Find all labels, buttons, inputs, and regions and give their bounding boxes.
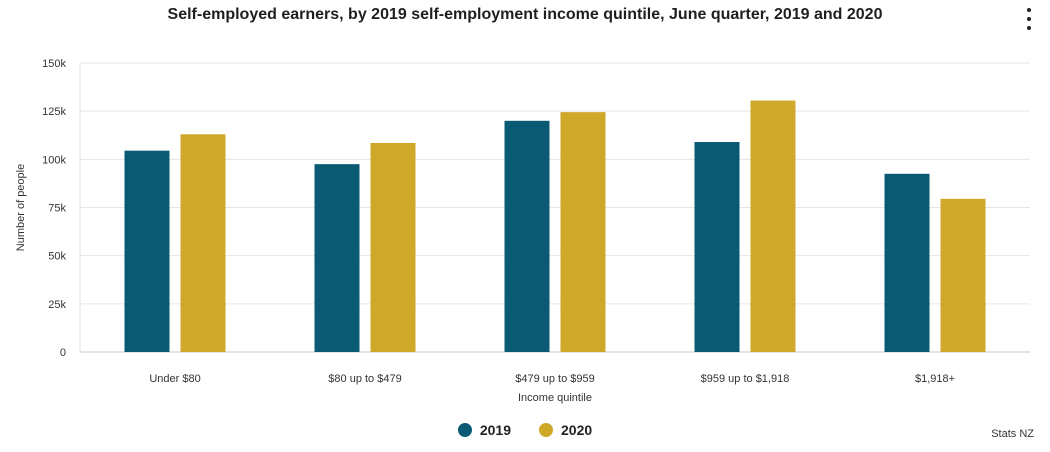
chart-menu-icon[interactable] [1024,8,1034,30]
y-tick-label: 0 [60,347,66,359]
x-tick-label: $959 up to $1,918 [701,373,790,385]
legend-item-series-0[interactable]: 2019 [457,422,511,438]
x-tick-label: Under $80 [149,373,200,385]
legend-item-series-1[interactable]: 2020 [539,422,592,438]
bar-2019-4 [884,173,930,352]
y-tick-label: 150k [42,58,66,70]
bar-2019-3 [694,141,740,352]
source-credit: Stats NZ [991,428,1034,440]
legend-swatch-series-0 [457,423,472,437]
bar-2020-0 [180,134,226,352]
y-tick-label: 75k [48,203,66,215]
bar-2020-3 [750,100,796,352]
bar-2019-2 [504,120,550,352]
y-tick-label: 25k [48,299,66,311]
x-tick-label: $1,918+ [915,373,955,385]
y-tick-label: 100k [42,154,66,166]
bar-2019-1 [314,164,360,352]
legend-swatch-series-1 [539,423,553,437]
bar-2020-2 [560,112,606,352]
legend-label-series-1: 2020 [561,422,593,438]
bar-2019-0 [124,150,170,352]
y-axis-title: Number of people [15,164,27,251]
legend: 2019 2020 [0,422,1050,438]
y-tick-label: 125k [42,106,66,118]
chart-title: Self-employed earners, by 2019 self-empl… [167,6,883,23]
bar-2020-1 [370,142,416,352]
bar-2020-4 [940,198,986,352]
bar-chart: 0 25k 50k 75k 100k 125k 150k Under $80 $80 up to… [15,58,1030,404]
x-axis-title: Income quintile [518,392,592,404]
x-tick-label: $80 up to $479 [328,373,401,385]
y-tick-label: 50k [48,251,66,263]
x-tick-label: $479 up to $959 [515,373,595,385]
legend-label-series-0: 2019 [479,422,511,438]
